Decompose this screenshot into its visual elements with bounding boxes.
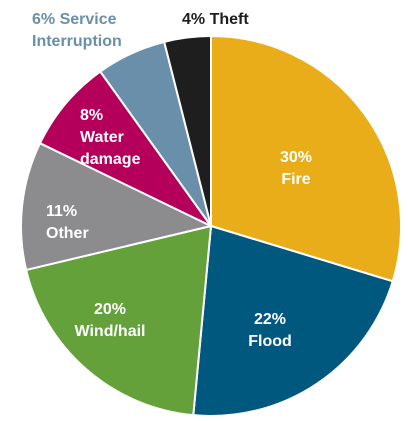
slice-label-line: Fire xyxy=(281,171,310,188)
slice-label-service-interruption: 6% Service Interruption xyxy=(32,11,122,50)
slice-label-line: 11% xyxy=(46,203,77,220)
slice-label-line: damage xyxy=(80,151,141,168)
pie-slice-other xyxy=(20,141,214,272)
slice-label-water-damage: 8% Water damage xyxy=(80,107,141,168)
pie-labels: 30% Fire 22% Flood 20% Wind/hail 11% Other 8% Wat… xyxy=(32,11,312,350)
slice-label-line: 22% xyxy=(254,311,286,328)
slice-label-theft: 4% Theft xyxy=(182,11,249,28)
slice-label-line: Wind/hail xyxy=(75,323,146,340)
pie-slice-flood xyxy=(192,224,395,417)
slice-label-line: 20% xyxy=(94,301,126,318)
slice-label-line: Other xyxy=(46,225,89,242)
pie-slice-fire xyxy=(210,34,402,283)
slice-label-line: Flood xyxy=(248,333,292,350)
slice-label-line: Water xyxy=(80,129,124,146)
slice-label-line: 8% xyxy=(80,107,103,124)
slice-label-line: 6% Service xyxy=(32,11,117,28)
slice-label-fire: 30% Fire xyxy=(280,149,312,188)
slice-label-line: Interruption xyxy=(32,33,122,50)
slice-label-flood: 22% Flood xyxy=(248,311,292,350)
slice-label-other: 11% Other xyxy=(46,203,89,242)
pie-slice-wind-hail xyxy=(24,224,213,417)
pie-slice-water-damage xyxy=(38,70,212,227)
slice-label-line: 30% xyxy=(280,149,312,166)
slice-label-line: 4% Theft xyxy=(182,11,249,28)
pie-slice-theft xyxy=(162,34,212,227)
slice-label-wind-hail: 20% Wind/hail xyxy=(75,301,146,340)
pie-slices xyxy=(20,34,402,417)
